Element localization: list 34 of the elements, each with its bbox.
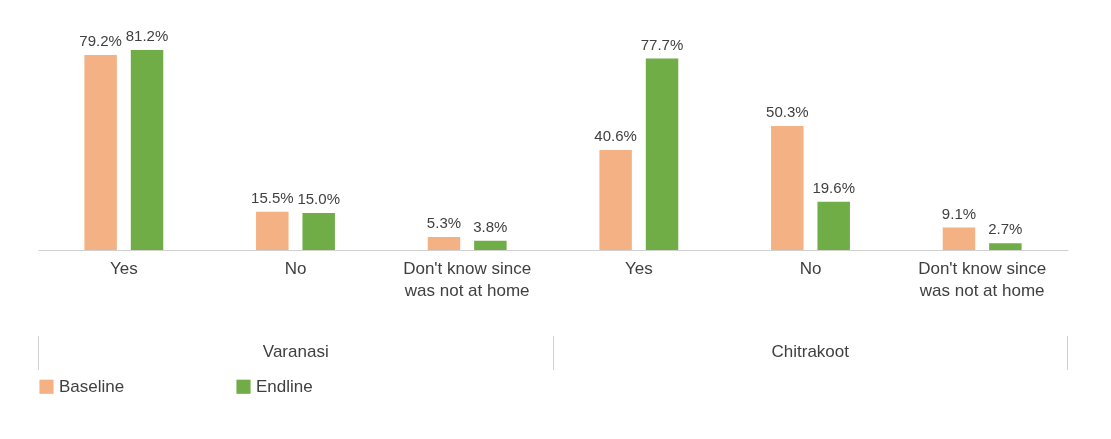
data-label: 15.0%: [297, 190, 340, 208]
x-tick-label: No: [284, 258, 307, 278]
data-label: 15.5%: [251, 188, 294, 206]
legend-label: Endline: [256, 376, 313, 396]
data-label: 9.1%: [941, 204, 977, 222]
bar: [771, 126, 804, 250]
bar: [989, 243, 1022, 250]
data-label: 79.2%: [79, 31, 122, 49]
data-label: 81.2%: [125, 27, 169, 44]
data-label: 40.6%: [594, 127, 637, 144]
bar: [942, 227, 976, 250]
data-label: 3.8%: [473, 217, 508, 235]
data-label: 2.7%: [988, 220, 1023, 238]
x-tick-label: No: [799, 258, 822, 278]
bar: [474, 240, 507, 250]
legend-label: Baseline: [59, 376, 125, 396]
bar: [302, 213, 335, 250]
text: Chitrakoot: [552, 336, 1068, 370]
data-label: 5.3%: [426, 213, 462, 231]
x-tick-label: Yes: [109, 258, 138, 278]
bar: [817, 201, 850, 250]
bar: [84, 54, 117, 250]
x-tick-label: Don't know since was not at home: [403, 258, 532, 300]
data-label: 77.7%: [640, 35, 684, 53]
bar: [427, 236, 461, 250]
data-label: 50.3%: [766, 103, 809, 121]
data-label: 19.6%: [812, 178, 855, 196]
text: Varanasi: [38, 336, 553, 370]
x-tick-label: Don't know since was not at home: [918, 258, 1047, 300]
bar: [130, 50, 164, 250]
bar: [599, 150, 632, 250]
x-tick-label: Yes: [624, 258, 653, 278]
bar: [645, 58, 679, 250]
bar: [256, 211, 289, 250]
